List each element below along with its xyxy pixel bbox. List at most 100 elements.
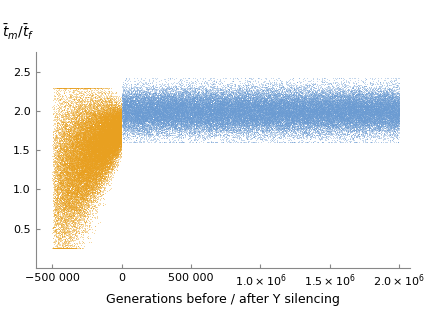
- Point: [99, 132, 106, 137]
- Point: [63, 173, 70, 178]
- Point: [308, 100, 314, 105]
- Point: [62, 202, 69, 207]
- Point: [105, 142, 111, 147]
- Point: [258, 110, 265, 115]
- Point: [109, 137, 116, 142]
- Point: [171, 103, 178, 108]
- Point: [59, 180, 66, 185]
- Point: [88, 138, 95, 143]
- Point: [206, 114, 213, 119]
- Point: [49, 195, 56, 200]
- Point: [61, 246, 68, 251]
- Point: [87, 92, 94, 97]
- Point: [104, 135, 111, 140]
- Point: [115, 149, 122, 154]
- Point: [296, 120, 303, 125]
- Point: [68, 178, 75, 183]
- Point: [332, 102, 339, 107]
- Point: [117, 120, 124, 125]
- Point: [336, 108, 343, 113]
- Point: [362, 108, 368, 113]
- Point: [135, 97, 142, 102]
- Point: [388, 116, 394, 121]
- Point: [287, 100, 294, 105]
- Point: [286, 104, 293, 109]
- Point: [254, 94, 261, 99]
- Point: [338, 122, 345, 127]
- Point: [168, 101, 175, 106]
- Point: [308, 113, 314, 118]
- Point: [97, 158, 104, 163]
- Point: [259, 128, 266, 133]
- Point: [112, 143, 119, 148]
- Point: [355, 102, 362, 107]
- Point: [159, 105, 165, 110]
- Point: [132, 129, 139, 134]
- Point: [84, 134, 91, 139]
- Point: [241, 117, 248, 122]
- Point: [119, 106, 126, 111]
- Point: [268, 103, 275, 108]
- Point: [115, 115, 122, 119]
- Point: [109, 120, 116, 125]
- Point: [68, 142, 75, 147]
- Point: [320, 125, 327, 130]
- Point: [115, 134, 122, 139]
- Point: [289, 112, 296, 117]
- Point: [322, 120, 329, 125]
- Point: [50, 178, 57, 183]
- Point: [361, 104, 368, 109]
- Point: [373, 114, 380, 119]
- Point: [337, 115, 344, 120]
- Point: [207, 126, 214, 131]
- Point: [251, 90, 258, 95]
- Point: [365, 102, 372, 107]
- Point: [59, 134, 66, 139]
- Point: [209, 95, 216, 100]
- Point: [302, 95, 309, 100]
- Point: [152, 96, 159, 101]
- Point: [374, 116, 381, 121]
- Point: [91, 152, 98, 157]
- Point: [159, 117, 166, 122]
- Point: [356, 90, 362, 95]
- Point: [355, 93, 362, 98]
- Point: [252, 136, 259, 141]
- Point: [237, 111, 244, 116]
- Point: [235, 112, 242, 117]
- Point: [319, 114, 326, 119]
- Point: [90, 151, 97, 156]
- Point: [267, 100, 274, 105]
- Point: [203, 100, 210, 105]
- Point: [143, 117, 150, 122]
- Point: [183, 85, 190, 90]
- Point: [95, 154, 102, 159]
- Point: [67, 188, 74, 193]
- Point: [211, 115, 218, 120]
- Point: [165, 114, 172, 119]
- Point: [90, 124, 97, 129]
- Point: [314, 108, 321, 113]
- Point: [136, 101, 143, 106]
- Point: [348, 113, 355, 118]
- Point: [125, 113, 132, 118]
- Point: [352, 113, 359, 118]
- Point: [84, 128, 91, 133]
- Point: [196, 108, 203, 113]
- Point: [73, 137, 80, 142]
- Point: [378, 121, 385, 126]
- Point: [109, 153, 116, 158]
- Point: [300, 114, 307, 119]
- Point: [210, 109, 216, 114]
- Point: [200, 107, 206, 112]
- Point: [134, 87, 141, 92]
- Point: [254, 120, 261, 125]
- Point: [325, 107, 332, 112]
- Point: [102, 120, 109, 125]
- Point: [99, 122, 106, 127]
- Point: [334, 109, 341, 114]
- Point: [301, 95, 308, 100]
- Point: [104, 115, 111, 120]
- Point: [218, 119, 225, 124]
- Point: [105, 140, 111, 145]
